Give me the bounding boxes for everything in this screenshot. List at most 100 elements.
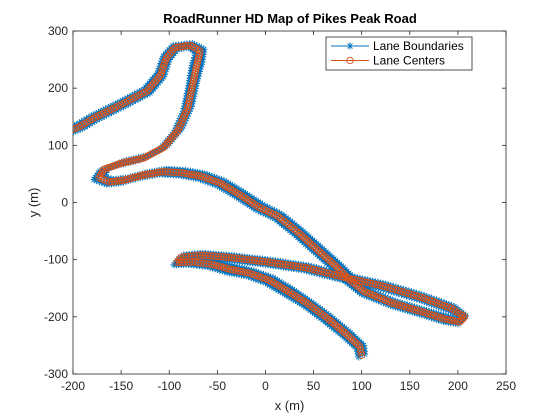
lane-center-point xyxy=(172,168,180,177)
lane-center-point xyxy=(352,339,360,347)
chart-title: RoadRunner HD Map of Pikes Peak Road xyxy=(163,11,417,26)
lane-boundary-point xyxy=(288,285,296,293)
lane-center-point xyxy=(187,170,196,179)
lane-center-point xyxy=(176,43,184,51)
lane-center-point xyxy=(184,102,192,110)
lane-center-point xyxy=(258,257,266,265)
lane-center-point xyxy=(256,257,264,265)
lane-center-point xyxy=(284,261,292,269)
lane-center-point xyxy=(269,279,278,287)
lane-boundary-point xyxy=(220,177,228,185)
lane-boundary-point xyxy=(109,176,118,184)
y-tick-label: -300 xyxy=(44,367,68,381)
lane-center-point xyxy=(272,280,280,288)
lane-center-point xyxy=(198,251,207,259)
lane-boundary-point xyxy=(191,54,199,62)
lane-center-point xyxy=(253,257,261,265)
lane-center-point xyxy=(233,189,241,197)
lane-boundary-point xyxy=(196,65,204,73)
lane-boundary-point xyxy=(124,176,132,185)
lane-boundary-point xyxy=(256,199,265,207)
lane-center-point xyxy=(207,260,216,268)
lane-center-point xyxy=(376,281,384,290)
lane-center-point xyxy=(115,177,123,185)
y-tick-label: 100 xyxy=(48,138,68,152)
lane-boundary-point xyxy=(278,279,286,287)
lane-center-point xyxy=(222,183,231,191)
series-lane-centers xyxy=(73,41,469,359)
lane-center-point xyxy=(179,253,188,261)
lane-center-point xyxy=(117,176,126,185)
lane-boundary-point xyxy=(136,173,144,181)
lane-center-point xyxy=(144,170,152,178)
lane-boundary-point xyxy=(280,280,288,288)
lane-center-point xyxy=(278,284,286,292)
x-tick-label: -100 xyxy=(157,379,181,393)
lane-center-point xyxy=(232,254,241,262)
y-tick-label: 300 xyxy=(48,24,68,38)
lane-center-point xyxy=(263,258,272,266)
lane-boundary-point xyxy=(197,63,205,71)
lane-center-point xyxy=(294,262,302,271)
lane-boundary-point xyxy=(231,262,239,271)
lane-boundary-point xyxy=(293,288,301,296)
lane-center-point xyxy=(248,256,256,264)
lane-boundary-point xyxy=(455,315,463,324)
lane-center-point xyxy=(212,252,220,260)
lane-center-point xyxy=(186,41,195,49)
lane-boundary-point xyxy=(239,188,247,196)
lane-center-point xyxy=(243,255,251,264)
lane-boundary-point xyxy=(229,182,237,190)
lane-boundary-point xyxy=(275,278,284,286)
lane-center-point xyxy=(235,254,243,263)
lane-boundary-point xyxy=(237,187,245,195)
lane-boundary-point xyxy=(254,198,262,206)
lane-center-point xyxy=(178,169,186,177)
lane-center-point xyxy=(297,263,305,271)
lane-center-point xyxy=(146,170,155,178)
lane-center-point xyxy=(201,251,209,260)
lane-center-point xyxy=(205,260,213,268)
lane-center-point xyxy=(202,259,210,268)
lane-center-point xyxy=(273,259,282,268)
lane-boundary-point xyxy=(195,67,203,76)
lane-center-point xyxy=(238,255,246,263)
lane-center-point xyxy=(368,280,377,288)
lane-center-point xyxy=(164,168,172,176)
lane-center-point xyxy=(180,169,188,177)
lane-boundary-point xyxy=(223,268,231,276)
lane-boundary-point xyxy=(220,267,229,276)
lane-boundary-point xyxy=(222,178,230,186)
lane-boundary-point xyxy=(195,70,203,78)
lane-center-point xyxy=(287,289,295,297)
lane-boundary-point xyxy=(239,197,247,205)
lane-center-point xyxy=(218,180,227,188)
lane-center-point xyxy=(284,288,293,296)
lane-center-point xyxy=(222,253,230,261)
lane-center-point xyxy=(192,171,200,179)
lane-boundary-point xyxy=(252,205,260,213)
lane-center-point xyxy=(181,42,189,50)
lane-center-point xyxy=(196,259,205,267)
lane-center-point xyxy=(185,97,193,105)
lane-boundary-point xyxy=(193,42,201,50)
lane-boundary-point xyxy=(134,174,142,182)
lane-boundary-point xyxy=(278,210,286,219)
lane-boundary-point xyxy=(127,176,135,184)
lane-center-point xyxy=(184,42,192,50)
lane-boundary-point xyxy=(290,287,299,295)
lane-boundary-point xyxy=(269,274,277,282)
lane-boundary-point xyxy=(74,126,82,134)
lane-center-point xyxy=(185,252,193,261)
lane-boundary-point xyxy=(283,291,291,299)
lane-boundary-point xyxy=(226,261,234,269)
lane-center-point xyxy=(175,168,183,177)
series-layer xyxy=(73,39,470,361)
lane-center-point xyxy=(361,278,369,286)
lane-boundary-point xyxy=(266,281,274,289)
lane-center-point xyxy=(235,190,244,199)
x-tick-label: 50 xyxy=(307,379,321,393)
lane-boundary-point xyxy=(274,286,282,294)
